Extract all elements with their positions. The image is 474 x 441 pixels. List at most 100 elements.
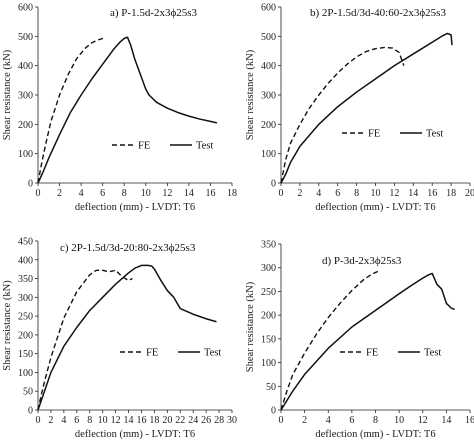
x-tick-label: 2 [48, 415, 53, 426]
series-line-test [37, 36, 218, 184]
chart-panel-4: 0 50 100 150 200 250 300 350 0 2 4 6 8 10 12 14 16 deflec… [245, 240, 474, 441]
x-tick-label: 12 [162, 188, 172, 199]
y-axis-label: Shear resistance (kN) [2, 49, 13, 140]
x-tick-label: 22 [175, 415, 185, 426]
x-axis-label: deflection (mm) - LVDT: T6 [75, 202, 195, 213]
x-tick-label: 8 [373, 415, 378, 426]
series-line-test [37, 264, 217, 411]
x-axis-label: deflection (mm) - LVDT: T6 [315, 202, 435, 213]
y-tick-label: 300 [261, 263, 276, 274]
x-tick-label: 14 [441, 415, 451, 426]
y-tick-label: 0 [271, 179, 276, 190]
series-line-fe [280, 270, 379, 411]
y-tick-label: 350 [18, 274, 33, 285]
series-line-fe [37, 269, 133, 411]
legend-label-fe: FE [366, 348, 378, 359]
x-tick-label: 18 [446, 188, 456, 199]
x-tick-label: 12 [111, 415, 121, 426]
x-axis-label: deflection (mm) - LVDT: T6 [315, 429, 435, 440]
x-tick-label: 8 [87, 415, 92, 426]
x-tick-label: 18 [227, 188, 237, 199]
x-tick-label: 0 [36, 188, 41, 199]
x-tick-label: 0 [279, 415, 284, 426]
y-tick-label: 300 [18, 293, 33, 304]
x-tick-label: 4 [326, 415, 331, 426]
x-tick-label: 6 [335, 188, 340, 199]
x-tick-label: 0 [279, 188, 284, 199]
legend-label-fe: FE [138, 141, 150, 152]
legend: FE Test [120, 348, 221, 359]
x-tick-label: 14 [408, 188, 418, 199]
x-tick-label: 26 [201, 415, 211, 426]
x-tick-label: 6 [349, 415, 354, 426]
series-line-test [280, 32, 453, 184]
x-tick-label: 2 [302, 415, 307, 426]
x-tick-label: 16 [427, 188, 437, 199]
y-tick-label: 50 [266, 382, 276, 393]
legend: FE Test [112, 141, 213, 152]
y-tick-label: 200 [18, 120, 33, 131]
series-line-fe [280, 46, 405, 184]
legend-label-fe: FE [368, 129, 380, 140]
y-tick-label: 200 [261, 120, 276, 131]
chart-title: b) 2P-1.5d/3d-40:60-2x3ϕ25s3 [310, 7, 446, 19]
x-axis-label: deflection (mm) - LVDT: T6 [75, 429, 195, 440]
y-tick-label: 200 [261, 311, 276, 322]
x-tick-label: 10 [98, 415, 108, 426]
y-tick-label: 600 [261, 3, 276, 14]
y-tick-label: 150 [18, 349, 33, 360]
y-axis-label: Shear resistance (kN) [245, 49, 256, 140]
x-tick-label: 6 [100, 188, 105, 199]
legend-label-fe: FE [146, 348, 158, 359]
x-tick-label: 14 [124, 415, 134, 426]
legend-label-test: Test [426, 129, 443, 140]
x-tick-label: 12 [389, 188, 399, 199]
x-tick-label: 10 [394, 415, 404, 426]
x-tick-label: 16 [136, 415, 146, 426]
y-tick-label: 400 [261, 61, 276, 72]
y-tick-label: 600 [18, 3, 33, 14]
y-tick-label: 300 [261, 91, 276, 102]
x-tick-label: 14 [184, 188, 194, 199]
x-tick-label: 10 [141, 188, 151, 199]
y-tick-label: 500 [18, 32, 33, 43]
x-tick-label: 28 [214, 415, 224, 426]
y-tick-label: 0 [28, 179, 33, 190]
x-tick-label: 8 [354, 188, 359, 199]
legend-label-test: Test [424, 348, 441, 359]
y-tick-label: 100 [261, 358, 276, 369]
y-axis-label: Shear resistance (kN) [2, 280, 13, 371]
x-tick-label: 0 [36, 415, 41, 426]
y-tick-label: 350 [261, 240, 276, 251]
x-tick-label: 24 [188, 415, 198, 426]
x-tick-label: 30 [227, 415, 237, 426]
y-tick-label: 250 [18, 312, 33, 323]
x-tick-label: 10 [371, 188, 381, 199]
x-tick-label: 16 [465, 415, 474, 426]
chart-title: d) P-3d-2x3ϕ25s3 [322, 255, 402, 267]
y-tick-label: 400 [18, 61, 33, 72]
x-tick-label: 2 [57, 188, 62, 199]
y-tick-label: 50 [23, 387, 33, 398]
y-tick-label: 400 [18, 255, 33, 266]
x-tick-label: 6 [74, 415, 79, 426]
y-tick-label: 0 [271, 406, 276, 417]
legend: FE Test [340, 348, 441, 359]
x-tick-label: 20 [465, 188, 474, 199]
x-tick-label: 16 [205, 188, 215, 199]
x-tick-label: 4 [79, 188, 84, 199]
y-tick-label: 100 [18, 368, 33, 379]
x-tick-label: 2 [297, 188, 302, 199]
chart-panel-2: 0 100 200 300 400 500 600 0 2 4 6 8 10 12 14 16 18 20 defl… [245, 3, 474, 214]
y-tick-label: 100 [18, 149, 33, 160]
chart-panel-1: 0 100 200 300 400 500 600 0 2 4 6 8 10 12 14 16 18 deflec… [2, 3, 237, 214]
x-tick-label: 20 [162, 415, 172, 426]
x-tick-label: 18 [149, 415, 159, 426]
chart-title: a) P-1.5d-2x3ϕ25s3 [110, 7, 198, 19]
x-tick-label: 4 [61, 415, 66, 426]
chart-title: c) 2P-1.5d/3d-20:80-2x3ϕ25s3 [60, 242, 196, 254]
y-tick-label: 500 [261, 32, 276, 43]
x-tick-label: 4 [316, 188, 321, 199]
